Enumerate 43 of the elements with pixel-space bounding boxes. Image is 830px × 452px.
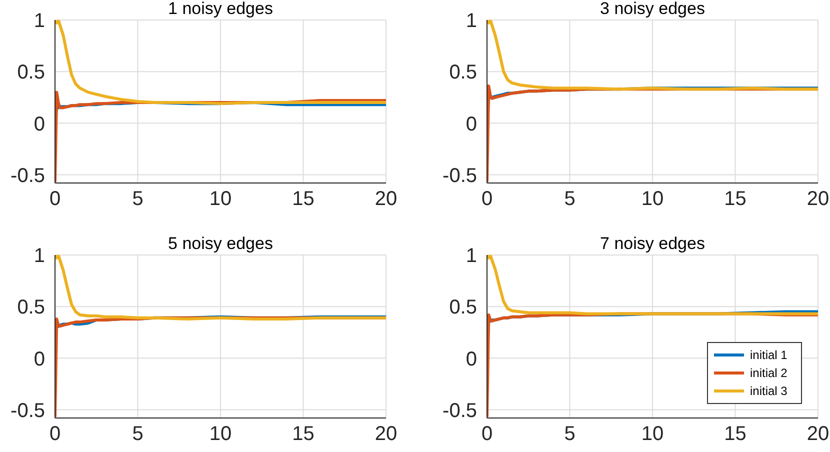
y-tick-label: -0.5 xyxy=(10,164,45,187)
x-tick-label: 20 xyxy=(806,188,830,210)
y-tick-label: 1 xyxy=(466,10,477,32)
x-tick-label: 5 xyxy=(564,423,576,446)
x-tick-label: 0 xyxy=(49,188,61,210)
legend-label: initial 2 xyxy=(750,366,788,380)
y-tick-label: 0 xyxy=(34,113,45,136)
legend-label: initial 1 xyxy=(750,348,788,362)
x-tick-label: 10 xyxy=(209,423,232,446)
y-tick-label: 0.5 xyxy=(17,296,45,319)
x-tick-label: 20 xyxy=(806,423,830,446)
y-tick-label: 0.5 xyxy=(17,62,45,84)
x-tick-label: 15 xyxy=(292,188,314,210)
chart-title: 3 noisy edges xyxy=(599,0,706,18)
x-tick-label: 0 xyxy=(481,188,493,210)
x-tick-label: 15 xyxy=(724,423,746,446)
x-tick-label: 5 xyxy=(564,188,576,210)
y-tick-label: -0.5 xyxy=(442,164,477,187)
y-tick-label: 1 xyxy=(34,10,45,32)
x-tick-label: 5 xyxy=(132,423,144,446)
y-tick-label: 0 xyxy=(466,348,477,370)
y-tick-label: 1 xyxy=(466,245,477,268)
chart-title: 5 noisy edges xyxy=(167,234,274,253)
x-tick-label: 20 xyxy=(374,188,398,210)
legend-label: initial 3 xyxy=(750,384,788,398)
y-tick-label: 1 xyxy=(34,245,45,268)
y-tick-label: -0.5 xyxy=(442,400,477,422)
y-tick-label: 0 xyxy=(34,348,45,370)
x-tick-label: 10 xyxy=(641,423,664,446)
y-tick-label: 0.5 xyxy=(449,62,477,84)
x-tick-label: 15 xyxy=(292,423,314,446)
x-tick-label: 10 xyxy=(641,188,664,210)
x-tick-label: 0 xyxy=(481,423,493,446)
y-tick-label: 0 xyxy=(466,113,477,136)
x-tick-label: 0 xyxy=(49,423,61,446)
x-tick-label: 10 xyxy=(209,188,232,210)
x-tick-label: 5 xyxy=(132,188,144,210)
x-tick-label: 20 xyxy=(374,423,398,446)
x-tick-label: 15 xyxy=(724,188,746,210)
chart-title: 1 noisy edges xyxy=(167,0,274,18)
chart-title: 7 noisy edges xyxy=(599,234,706,253)
y-tick-label: -0.5 xyxy=(10,400,45,422)
y-tick-label: 0.5 xyxy=(449,296,477,319)
